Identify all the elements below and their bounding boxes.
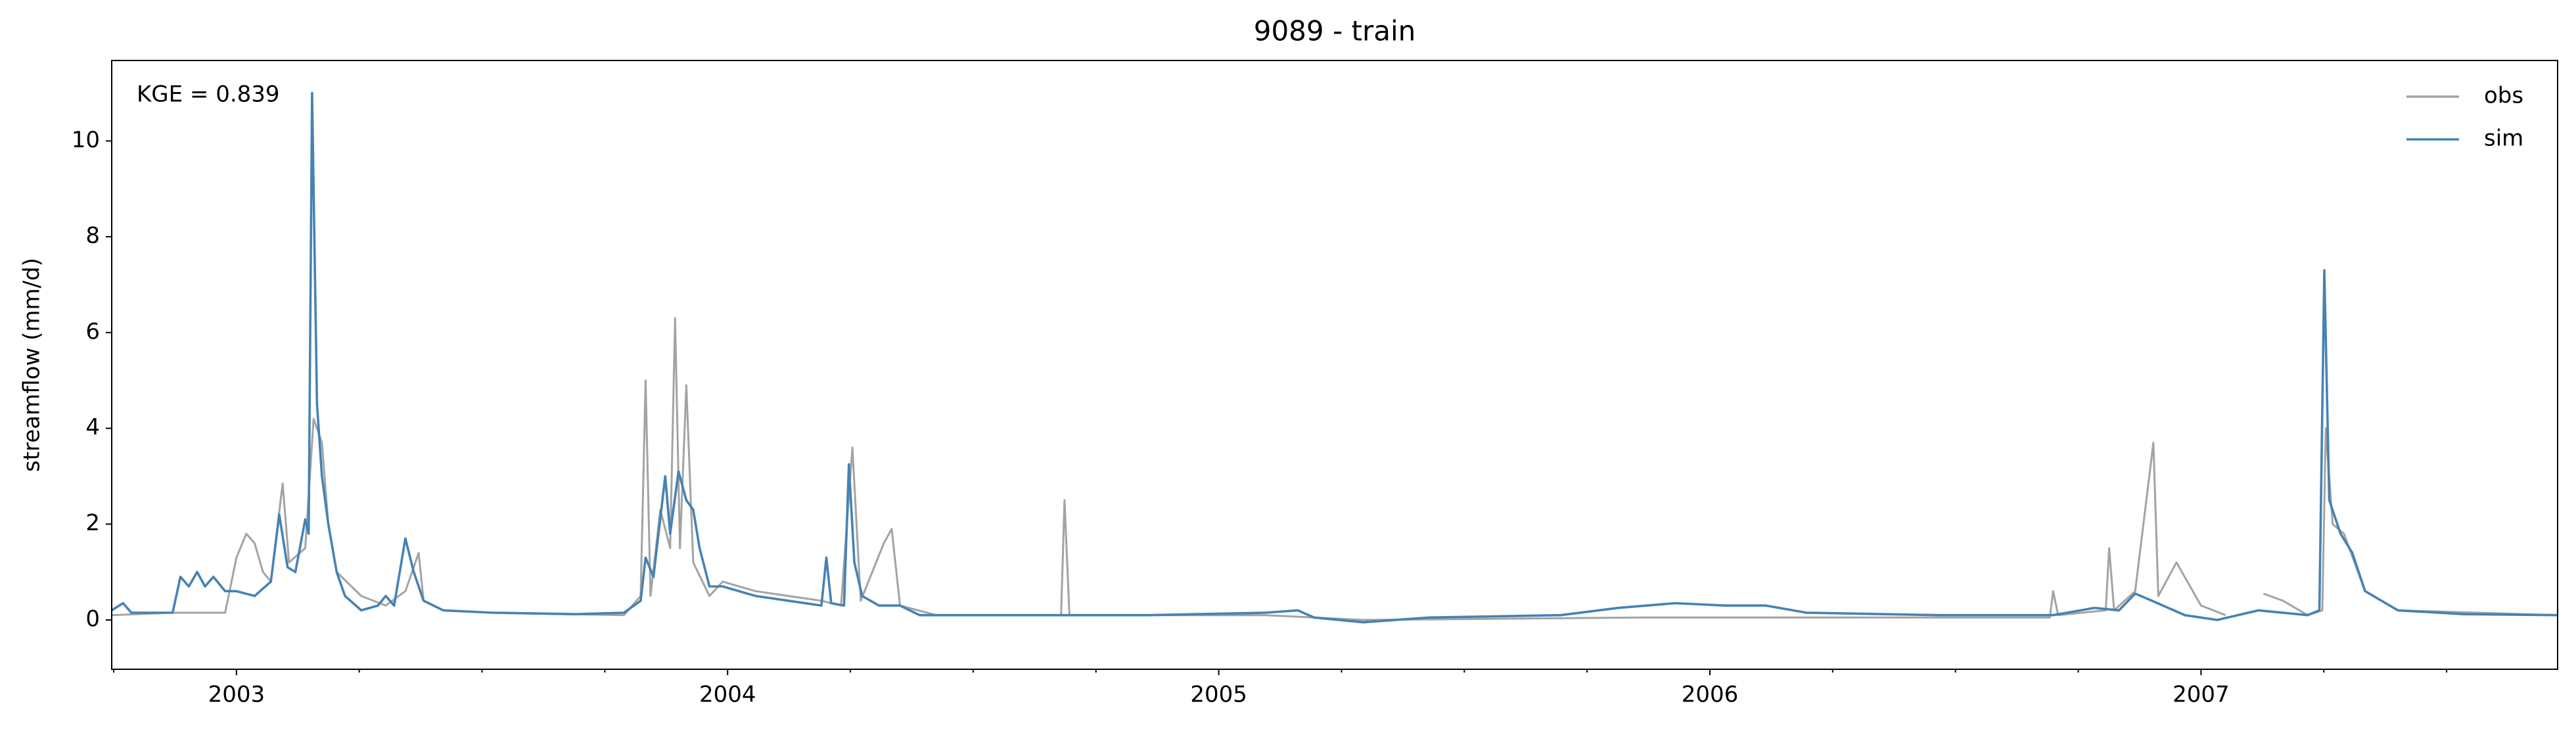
x-tick-label: 2007 xyxy=(2173,682,2230,708)
y-tick-label: 8 xyxy=(85,223,100,249)
y-axis-label: streamflow (mm/d) xyxy=(19,258,45,472)
x-tick-label: 2004 xyxy=(699,682,756,708)
chart-title: 9089 - train xyxy=(1254,15,1416,47)
x-tick-label: 2006 xyxy=(1682,682,1739,708)
legend-label: obs xyxy=(2484,83,2523,109)
series-line xyxy=(112,91,2558,624)
series-line xyxy=(112,317,2558,621)
legend-label: sim xyxy=(2484,126,2523,152)
annotation: KGE = 0.839 xyxy=(137,82,280,108)
x-tick-label: 2005 xyxy=(1190,682,1247,708)
plot-frame xyxy=(111,60,2558,670)
x-tick-label: 2003 xyxy=(208,682,265,708)
y-tick-label: 2 xyxy=(85,510,100,536)
y-tick-label: 0 xyxy=(85,605,100,632)
y-tick-label: 4 xyxy=(85,414,100,440)
y-tick-label: 6 xyxy=(85,318,100,344)
y-tick-label: 10 xyxy=(72,127,100,153)
